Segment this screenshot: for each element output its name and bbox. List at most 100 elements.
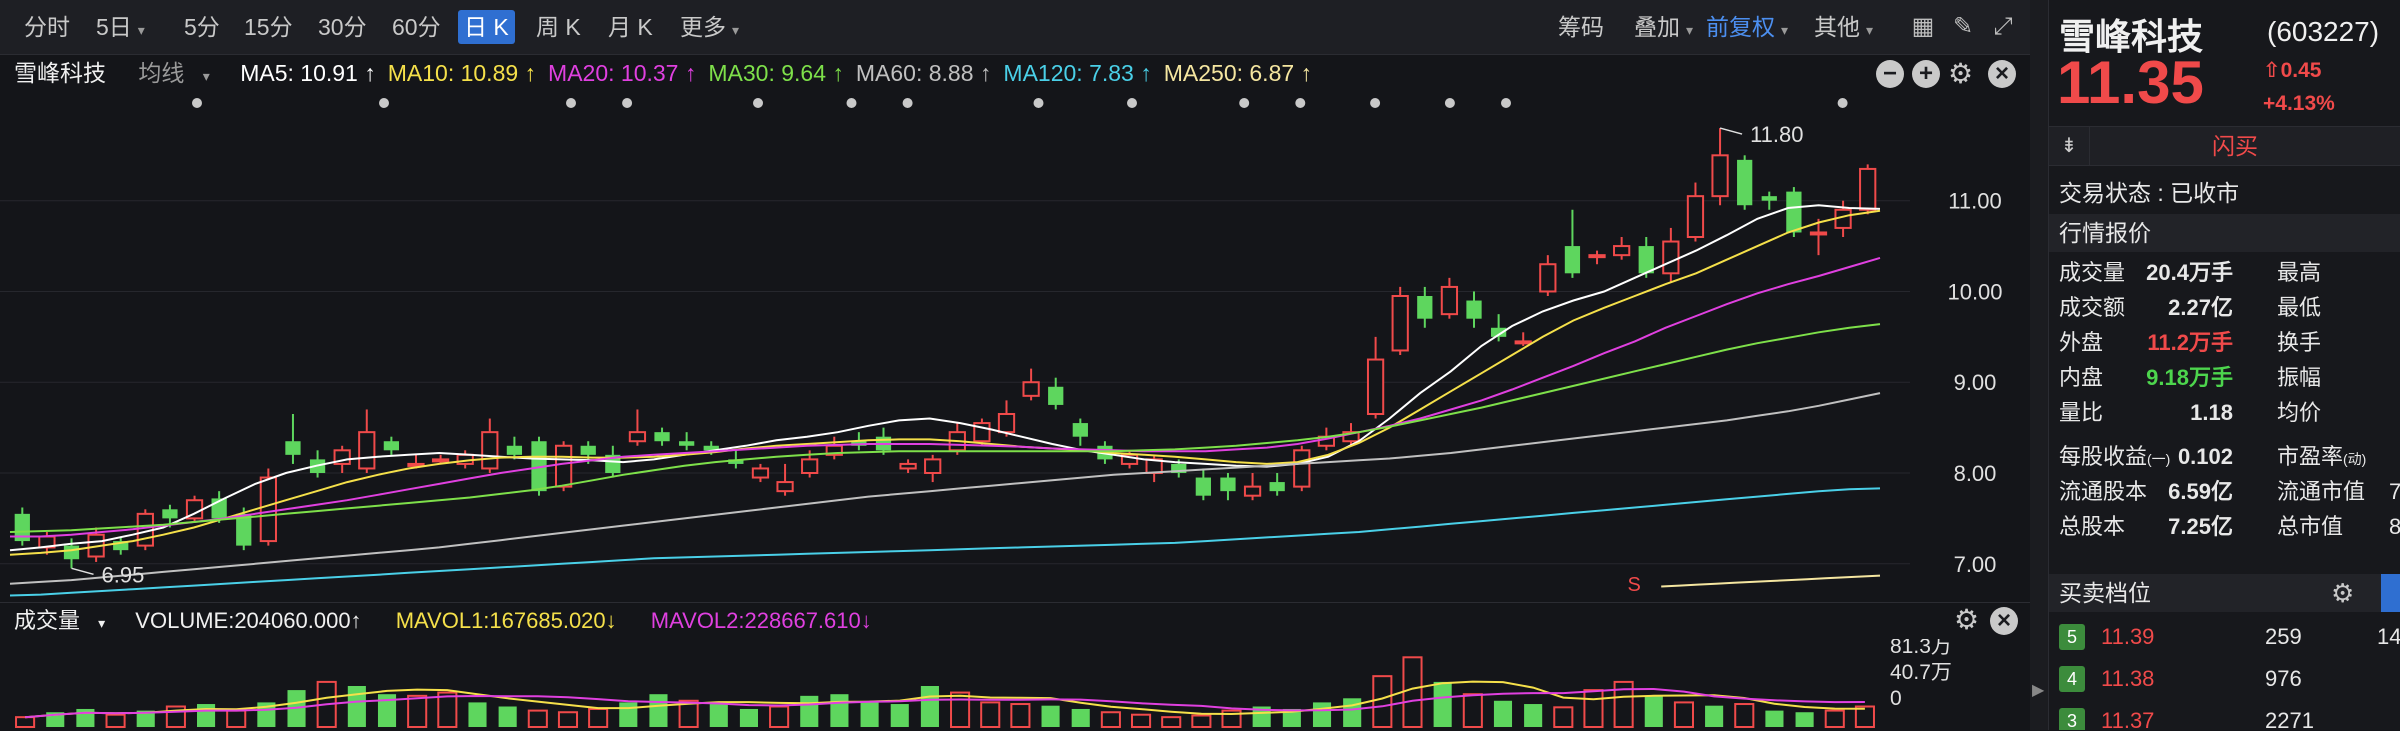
volume-bar-down: [136, 710, 155, 727]
volume-bar-down: [1705, 705, 1724, 727]
volume-bar-down: [1524, 704, 1543, 727]
orderbook-row[interactable]: 3 11.37 2271: [2049, 704, 2400, 730]
candle-body-down: [1638, 246, 1654, 274]
candle-body-up: [1514, 340, 1532, 345]
volume-bar-up: [226, 709, 247, 728]
candle-body-up: [358, 431, 376, 470]
candle-body-up: [1662, 240, 1680, 275]
other-label: 其他: [1814, 14, 1860, 40]
candle-body-down: [383, 441, 400, 451]
close-icon[interactable]: ×: [1990, 607, 2018, 635]
zoom-out-icon[interactable]: −: [1876, 60, 1904, 88]
quote-row: 成交额 2.27亿 最低: [2049, 291, 2400, 325]
candle-body-up: [1391, 295, 1409, 352]
quote-label: 振幅: [2277, 365, 2322, 390]
candle-body-up: [1539, 263, 1557, 293]
volume-bar-up: [980, 701, 1001, 729]
grid-layout-icon[interactable]: ▦: [1911, 13, 1935, 40]
chevron-down-icon: ▾: [732, 22, 740, 38]
expand-icon[interactable]: ⇟: [2049, 127, 2090, 165]
volume-bar-down: [76, 708, 95, 727]
close-icon[interactable]: ×: [1988, 60, 2016, 88]
tab-month-k[interactable]: 月 K: [608, 14, 653, 40]
orderbook-row[interactable]: 5 11.39 259 14: [2049, 620, 2400, 658]
fundamental-sublabel: (一): [2147, 451, 2171, 467]
overlay-dropdown[interactable]: 叠加 ▾: [1628, 10, 1699, 44]
ma-line-ma5: [9, 204, 1881, 552]
candle-body-up: [259, 476, 277, 543]
fundamental-label: 流通股本: [2059, 479, 2148, 504]
candle-body-down: [580, 445, 596, 455]
tab-day-k[interactable]: 日 K: [458, 10, 515, 44]
candlestick-plot[interactable]: 11.00 10.00 9.00 8.00 7.00 11.80 6.95 S: [0, 91, 2030, 600]
volume-chart[interactable]: 成交量 ▾ VOLUME:204060.000↑ MAVOL1:167685.0…: [0, 602, 2030, 731]
side-tab[interactable]: [2381, 574, 2400, 612]
gear-icon[interactable]: ⚙: [1954, 604, 1980, 635]
fundamental-label: 流通市值: [2277, 479, 2366, 504]
tab-30min[interactable]: 30分: [318, 14, 367, 40]
quote-label: 换手: [2277, 330, 2322, 355]
chevron-down-icon: ▾: [202, 68, 210, 84]
volume-bar-down: [1041, 705, 1060, 727]
candle-body-up: [554, 444, 573, 488]
gear-icon[interactable]: ⚙: [2331, 578, 2355, 608]
volume-bar-up: [15, 716, 36, 729]
volume-bar-up: [588, 707, 609, 728]
tab-5day[interactable]: 5日 ▾: [90, 10, 151, 44]
fullscreen-icon[interactable]: ⤢: [1993, 13, 2013, 40]
candle-body-down: [605, 454, 621, 473]
volume-bar-down: [709, 704, 728, 727]
candle-body-up: [1243, 485, 1262, 497]
draw-pen-icon[interactable]: ✎: [1952, 13, 1974, 40]
chip-button[interactable]: 筹码: [1558, 14, 1604, 40]
quote-value: 20.4万手: [2146, 260, 2233, 285]
volume-bar-down: [1493, 700, 1513, 727]
volume-bar-up: [1613, 680, 1634, 728]
tab-5day-label: 5日: [96, 14, 132, 40]
volume-title-dropdown[interactable]: 成交量 ▾: [14, 608, 117, 633]
zoom-in-icon[interactable]: +: [1912, 60, 1940, 88]
candle-body-down: [728, 459, 744, 464]
panel-splitter[interactable]: ▶: [2030, 0, 2048, 730]
volume-bar-up: [1673, 701, 1694, 729]
last-price: 11.35: [2057, 49, 2204, 116]
line-mode-dropdown[interactable]: 均线 ▾: [138, 60, 221, 86]
candle-body-down: [1072, 423, 1088, 437]
period-toolbar: 分时 5日 ▾ 5分 15分 30分 60分 日 K 周 K 月 K 更多 ▾ 筹码…: [0, 0, 2030, 55]
adjust-dropdown[interactable]: 前复权 ▾: [1700, 10, 1794, 44]
mavol1-line: [25, 680, 1865, 719]
candle-body-down: [1195, 477, 1211, 496]
event-dot: [1033, 98, 1044, 108]
candle-body-up: [628, 431, 647, 443]
orderbook-row[interactable]: 4 11.38 976: [2049, 662, 2400, 700]
chevron-down-icon: ▾: [1686, 22, 1694, 38]
volume-title: 成交量: [14, 608, 81, 633]
quote-value: 11.2万手: [2147, 330, 2233, 355]
candle-body-up: [1809, 231, 1828, 236]
more-dropdown[interactable]: 更多 ▾: [674, 10, 745, 44]
gear-icon[interactable]: ⚙: [1948, 58, 1974, 89]
ma-line-ma30: [9, 323, 1881, 533]
fundamental-sublabel: (动): [2343, 451, 2367, 467]
kline-chart[interactable]: 雪峰科技 均线 ▾ MA5: 10.91 ↑ MA10: 10.89 ↑ MA20:…: [0, 55, 2030, 600]
ma-line-ma120: [9, 487, 1881, 597]
tab-5min[interactable]: 5分: [184, 14, 220, 40]
tab-60min[interactable]: 60分: [392, 14, 441, 40]
order-price: 11.37: [2101, 708, 2155, 730]
ma-label: MA5: 10.91 ↑: [240, 60, 376, 86]
volume-bar-down: [920, 686, 939, 727]
quote-label: 外盘: [2059, 330, 2104, 355]
candle-body-down: [703, 445, 719, 451]
volume-plot[interactable]: 81.3万 40.7万 0: [0, 639, 2030, 731]
ma-label: MA120: 7.83 ↑: [1003, 60, 1152, 86]
quote-label: 量比: [2059, 400, 2104, 425]
tab-intraday[interactable]: 分时: [24, 14, 70, 40]
candle-body-down: [236, 513, 252, 546]
tab-15min[interactable]: 15分: [244, 14, 293, 40]
other-dropdown[interactable]: 其他 ▾: [1808, 10, 1879, 44]
fundamental-value: 74: [2389, 475, 2400, 509]
volume-bar-down: [1282, 708, 1301, 727]
volume-bar-up: [1131, 713, 1152, 728]
quick-buy-button[interactable]: 闪买: [2212, 133, 2258, 159]
tab-week-k[interactable]: 周 K: [536, 14, 581, 40]
